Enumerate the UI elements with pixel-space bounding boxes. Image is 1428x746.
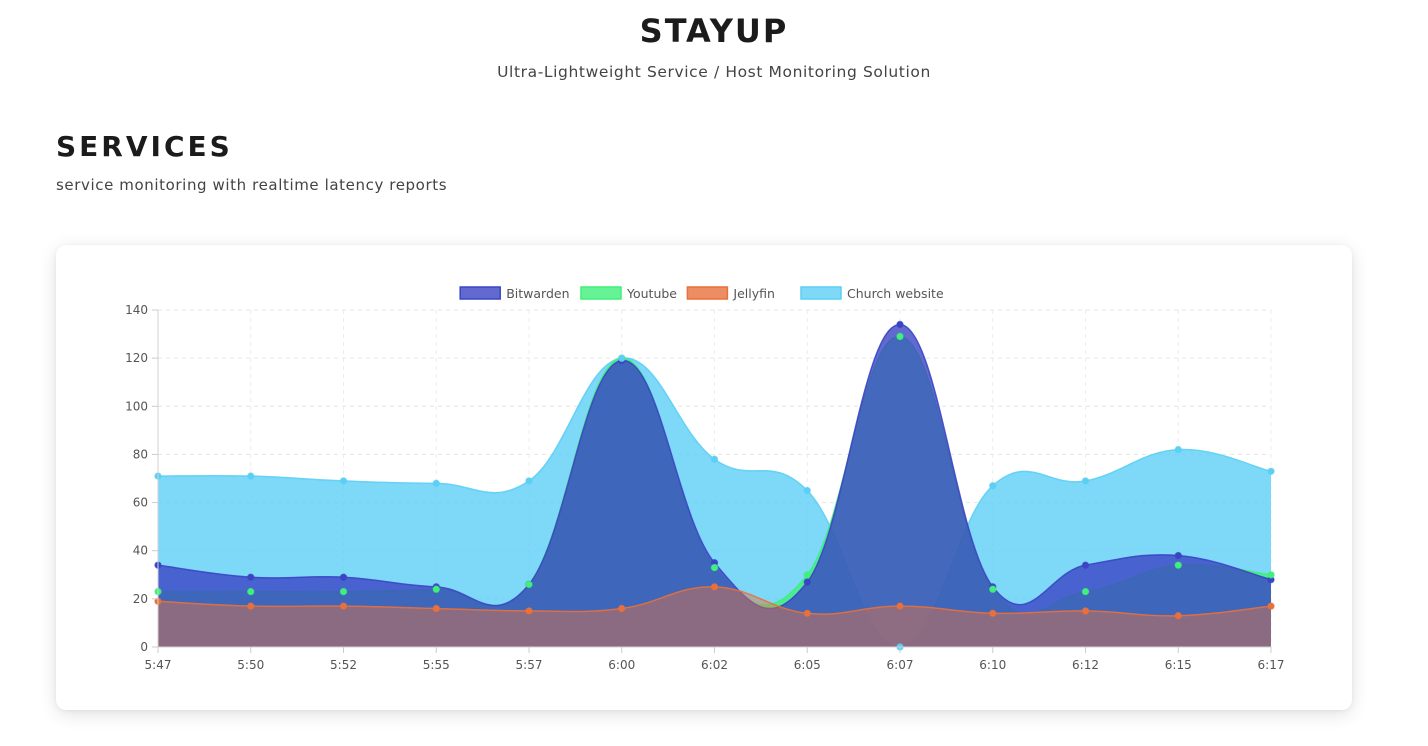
legend-item[interactable]: Youtube: [580, 286, 677, 301]
series-area: [158, 586, 1271, 647]
legend-swatch: [580, 286, 622, 300]
legend-label: Church website: [847, 286, 944, 301]
data-point[interactable]: [989, 482, 997, 490]
data-point[interactable]: [803, 486, 811, 495]
y-tick-label: 20: [133, 592, 148, 606]
series-area: [158, 324, 1271, 647]
data-point[interactable]: [525, 580, 533, 589]
legend-item[interactable]: Jellyfin: [686, 286, 775, 301]
data-point[interactable]: [896, 332, 904, 341]
y-tick-label: 140: [125, 303, 148, 317]
data-point[interactable]: [618, 604, 626, 613]
data-point[interactable]: [339, 602, 348, 610]
data-point[interactable]: [1267, 571, 1275, 579]
data-point[interactable]: [710, 563, 719, 572]
x-tick-label: 5:52: [330, 658, 357, 672]
x-tick-label: 6:07: [887, 658, 914, 672]
section-subtitle: service monitoring with realtime latency…: [56, 176, 448, 194]
data-point[interactable]: [525, 477, 533, 485]
data-point[interactable]: [896, 602, 904, 610]
data-point[interactable]: [1081, 587, 1090, 596]
y-tick-label: 60: [133, 496, 148, 510]
legend[interactable]: Bitwarden Youtube Jellyfin Church website: [459, 286, 944, 301]
x-tick-label: 6:17: [1258, 658, 1285, 672]
x-tick-label: 5:47: [145, 658, 172, 672]
data-point[interactable]: [1081, 561, 1090, 569]
x-tick-label: 6:05: [794, 658, 821, 672]
data-point[interactable]: [1174, 445, 1182, 454]
data-point[interactable]: [525, 607, 533, 615]
series-area: [158, 357, 1271, 648]
legend-item[interactable]: Bitwarden: [459, 286, 570, 301]
series-areas: [157, 323, 1272, 648]
x-tick-label: 6:15: [1165, 658, 1192, 672]
data-point[interactable]: [247, 602, 255, 610]
data-point[interactable]: [247, 573, 255, 581]
legend-label: Bitwarden: [506, 286, 569, 301]
legend-swatch: [459, 286, 501, 300]
data-point[interactable]: [803, 571, 811, 579]
data-point[interactable]: [1174, 561, 1182, 569]
y-tick-label: 80: [133, 447, 148, 461]
data-point[interactable]: [432, 604, 440, 613]
x-tick-label: 5:55: [423, 658, 450, 672]
data-point[interactable]: [803, 578, 811, 586]
x-tick-label: 6:02: [701, 658, 728, 672]
data-point[interactable]: [1174, 612, 1182, 620]
data-point[interactable]: [1081, 607, 1090, 615]
legend-item[interactable]: Church website: [800, 286, 944, 301]
app-subtitle: Ultra-Lightweight Service / Host Monitor…: [497, 63, 931, 81]
y-tick-label: 40: [133, 544, 148, 558]
legend-swatch: [800, 286, 842, 300]
y-tick-label: 120: [125, 351, 148, 365]
data-point[interactable]: [1081, 477, 1090, 485]
data-point[interactable]: [989, 585, 997, 593]
data-point[interactable]: [896, 320, 904, 329]
data-point[interactable]: [710, 583, 719, 591]
y-tick-label: 0: [140, 640, 148, 654]
x-tick-label: 6:12: [1072, 658, 1099, 672]
data-point[interactable]: [432, 479, 440, 488]
x-tick-label: 5:57: [516, 658, 543, 672]
data-point[interactable]: [803, 609, 811, 617]
data-point[interactable]: [432, 585, 440, 593]
series-line: [157, 323, 1272, 610]
chart-card: 0 20 40 60 80 100 120 140 5:47 5:50 5:52 5:55 5:57 6:…: [56, 245, 1352, 710]
data-point[interactable]: [339, 477, 348, 485]
data-point[interactable]: [339, 587, 348, 596]
data-point[interactable]: [247, 587, 255, 596]
legend-swatch: [686, 286, 729, 300]
section-title: SERVICES: [56, 130, 233, 163]
data-point[interactable]: [618, 354, 626, 362]
legend-label: Jellyfin: [732, 286, 775, 301]
data-point[interactable]: [710, 455, 719, 463]
app-title: STAYUP: [639, 12, 789, 50]
axes: 0 20 40 60 80 100 120 140 5:47 5:50 5:52 5:55 5:57 6:…: [125, 303, 1284, 672]
y-tick-label: 100: [125, 399, 148, 413]
x-tick-label: 6:00: [608, 658, 635, 672]
x-tick-label: 5:50: [237, 658, 264, 672]
legend-label: Youtube: [626, 286, 677, 301]
data-point[interactable]: [1267, 467, 1275, 475]
data-point[interactable]: [1267, 602, 1275, 610]
data-point[interactable]: [339, 573, 348, 581]
data-point[interactable]: [1174, 551, 1182, 560]
series-line: [157, 357, 1272, 648]
x-tick-label: 6:10: [979, 658, 1006, 672]
data-point[interactable]: [989, 609, 997, 617]
data-point[interactable]: [247, 472, 255, 480]
latency-chart: 0 20 40 60 80 100 120 140 5:47 5:50 5:52 5:55 5:57 6:…: [125, 286, 1284, 672]
